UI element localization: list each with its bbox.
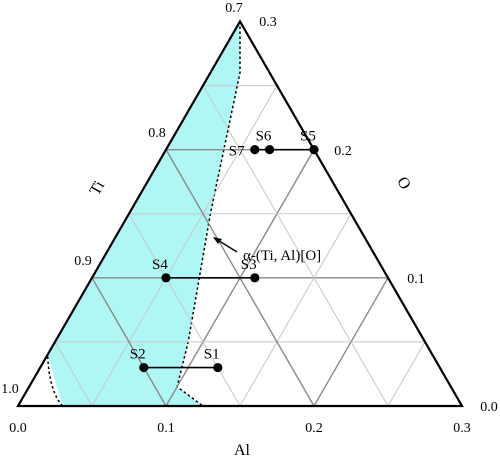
triangle-outline xyxy=(16,19,464,408)
al-tick-1: 0.1 xyxy=(157,421,175,436)
sample-point-s3 xyxy=(250,273,260,283)
sample-label-s1: S1 xyxy=(204,347,220,363)
sample-point-s4 xyxy=(161,273,171,283)
grid-line-ti xyxy=(54,341,93,407)
ti-axis-title: Ti xyxy=(87,178,109,199)
al-tick-0: 0.0 xyxy=(9,421,27,436)
grid-line-al xyxy=(387,341,426,407)
sample-label-s6: S6 xyxy=(256,129,272,145)
grid-line-ti xyxy=(202,85,389,407)
sample-point-s5 xyxy=(309,145,319,155)
tie-lines xyxy=(143,148,314,369)
al-tick-2: 0.2 xyxy=(305,421,323,436)
o-axis-title: O xyxy=(393,174,414,193)
grid-line-al xyxy=(239,213,352,407)
al-tick-3: 0.3 xyxy=(453,421,471,436)
grid-line-ti xyxy=(128,213,241,407)
sample-label-s2: S2 xyxy=(130,347,146,363)
grid-line-ti xyxy=(91,277,167,407)
annotation-arrow-head xyxy=(213,237,222,244)
o-tick-3: 0.0 xyxy=(480,400,498,415)
grid-line-al xyxy=(91,85,278,407)
sample-label-s4: S4 xyxy=(152,257,168,273)
phase-region-label: α-(Ti, Al)[O] xyxy=(243,248,321,264)
o-tick-2: 0.1 xyxy=(407,272,425,287)
sample-label-s7: S7 xyxy=(229,144,245,160)
sample-label-s3: S3 xyxy=(241,257,257,273)
sample-point-s7 xyxy=(250,145,260,155)
ti-tick-2: 0.9 xyxy=(74,254,92,269)
ti-tick-0: 0.7 xyxy=(225,1,243,16)
ti-tick-1: 0.8 xyxy=(148,126,166,141)
triangle-frame xyxy=(16,19,464,408)
ti-tick-3: 1.0 xyxy=(1,382,19,397)
o-tick-0: 0.3 xyxy=(259,15,277,30)
al-axis-title: Al xyxy=(234,442,251,459)
sample-point-s1 xyxy=(213,362,223,373)
sample-point-s2 xyxy=(139,362,149,373)
sample-points: S1 S2 S3 S4 S5 S6 S7 xyxy=(130,129,319,373)
sample-label-s5: S5 xyxy=(300,129,316,145)
o-tick-1: 0.2 xyxy=(334,144,352,159)
sample-point-s6 xyxy=(265,145,275,155)
